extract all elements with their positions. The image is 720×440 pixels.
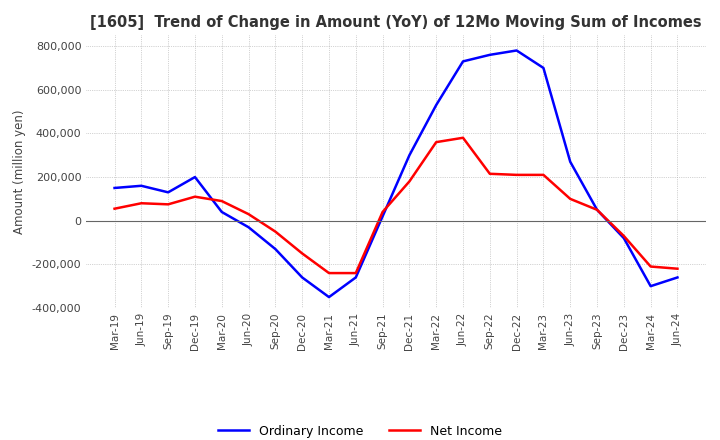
Ordinary Income [164, 190, 173, 195]
Net Income [325, 271, 333, 276]
Net Income [619, 233, 628, 238]
Ordinary Income [539, 65, 548, 70]
Net Income [191, 194, 199, 199]
Ordinary Income [566, 159, 575, 165]
Ordinary Income [325, 294, 333, 300]
Ordinary Income [217, 209, 226, 215]
Ordinary Income [432, 103, 441, 108]
Net Income [566, 196, 575, 202]
Ordinary Income [619, 235, 628, 241]
Ordinary Income [110, 185, 119, 191]
Ordinary Income [298, 275, 307, 280]
Ordinary Income [271, 246, 279, 252]
Ordinary Income [647, 283, 655, 289]
Ordinary Income [485, 52, 494, 58]
Net Income [459, 135, 467, 140]
Ordinary Income [513, 48, 521, 53]
Ordinary Income [459, 59, 467, 64]
Ordinary Income [378, 214, 387, 219]
Net Income [647, 264, 655, 269]
Net Income [351, 271, 360, 276]
Ordinary Income [351, 275, 360, 280]
Net Income [513, 172, 521, 177]
Ordinary Income [405, 153, 414, 158]
Net Income [298, 251, 307, 256]
Net Income [405, 179, 414, 184]
Line: Ordinary Income: Ordinary Income [114, 51, 678, 297]
Y-axis label: Amount (million yen): Amount (million yen) [14, 110, 27, 234]
Net Income [673, 266, 682, 271]
Net Income [539, 172, 548, 177]
Net Income [485, 171, 494, 176]
Net Income [271, 229, 279, 234]
Legend: Ordinary Income, Net Income: Ordinary Income, Net Income [213, 420, 507, 440]
Ordinary Income [673, 275, 682, 280]
Ordinary Income [191, 174, 199, 180]
Net Income [217, 198, 226, 204]
Ordinary Income [244, 224, 253, 230]
Ordinary Income [593, 207, 601, 213]
Net Income [137, 201, 145, 206]
Net Income [593, 207, 601, 213]
Net Income [432, 139, 441, 145]
Net Income [378, 209, 387, 215]
Net Income [110, 206, 119, 211]
Title: [1605]  Trend of Change in Amount (YoY) of 12Mo Moving Sum of Incomes: [1605] Trend of Change in Amount (YoY) o… [90, 15, 702, 30]
Line: Net Income: Net Income [114, 138, 678, 273]
Ordinary Income [137, 183, 145, 188]
Net Income [244, 212, 253, 217]
Net Income [164, 202, 173, 207]
